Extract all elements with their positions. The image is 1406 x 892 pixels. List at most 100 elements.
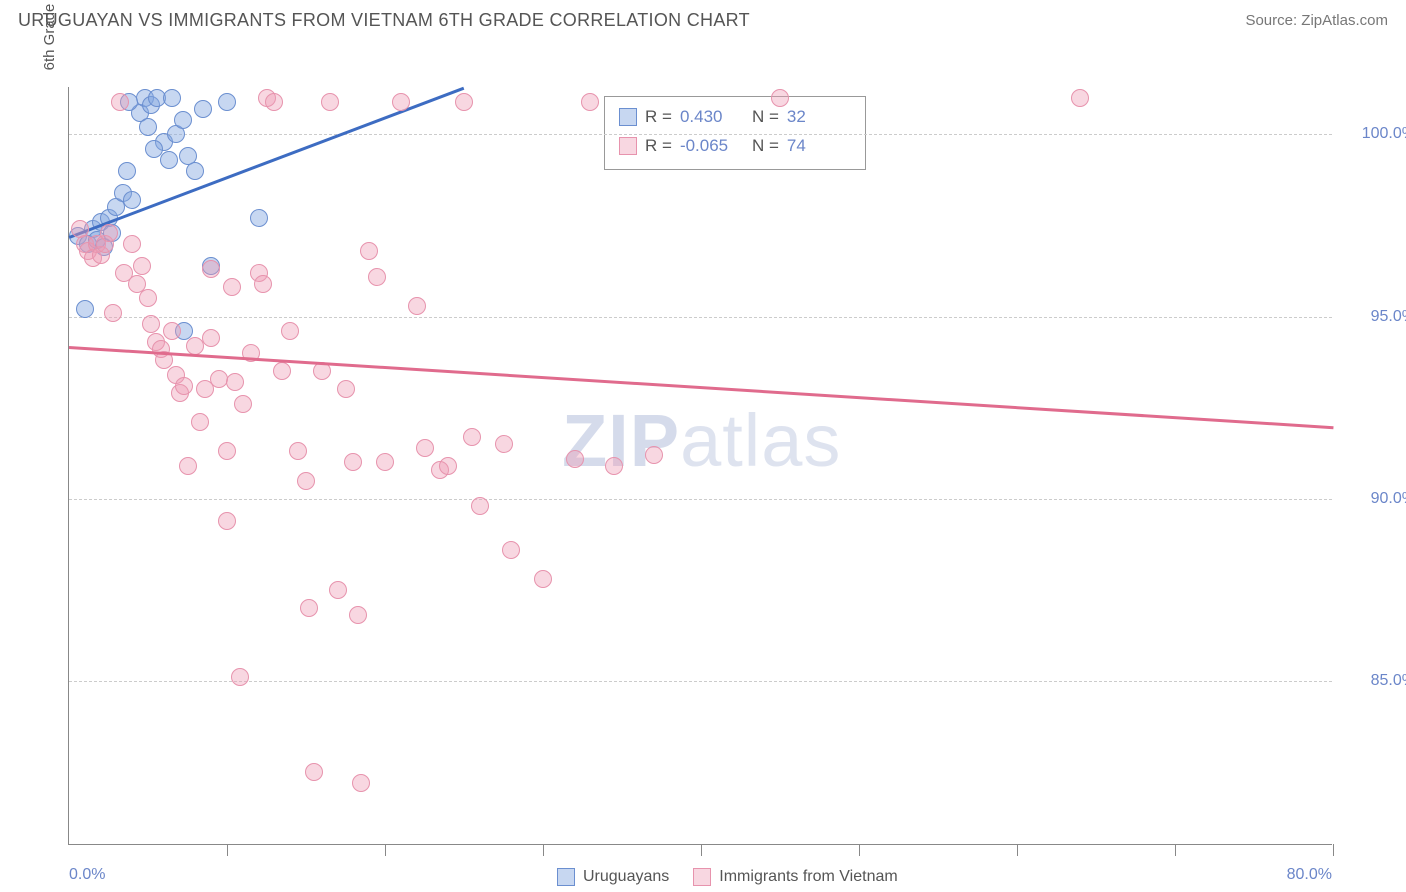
correlation-stats-box: R = 0.430 N = 32 R = -0.065 N = 74 bbox=[604, 96, 866, 170]
data-point-vietnam bbox=[142, 315, 160, 333]
data-point-vietnam bbox=[139, 289, 157, 307]
data-point-vietnam bbox=[202, 260, 220, 278]
data-point-vietnam bbox=[202, 329, 220, 347]
data-point-vietnam bbox=[305, 763, 323, 781]
watermark-light: atlas bbox=[680, 399, 841, 482]
data-point-vietnam bbox=[605, 457, 623, 475]
data-point-uruguayans bbox=[174, 111, 192, 129]
data-point-vietnam bbox=[439, 457, 457, 475]
x-tick bbox=[385, 844, 386, 856]
data-point-vietnam bbox=[175, 377, 193, 395]
data-point-vietnam bbox=[1071, 89, 1089, 107]
stat-r-label: R = bbox=[645, 103, 672, 132]
stat-row-vietnam: R = -0.065 N = 74 bbox=[619, 132, 851, 161]
data-point-uruguayans bbox=[163, 89, 181, 107]
data-point-uruguayans bbox=[250, 209, 268, 227]
data-point-vietnam bbox=[360, 242, 378, 260]
x-tick bbox=[1017, 844, 1018, 856]
data-point-vietnam bbox=[344, 453, 362, 471]
y-tick-label: 95.0% bbox=[1371, 308, 1406, 326]
data-point-vietnam bbox=[645, 446, 663, 464]
gridline bbox=[69, 499, 1332, 500]
data-point-vietnam bbox=[368, 268, 386, 286]
data-point-vietnam bbox=[179, 457, 197, 475]
data-point-vietnam bbox=[376, 453, 394, 471]
data-point-vietnam bbox=[281, 322, 299, 340]
data-point-uruguayans bbox=[186, 162, 204, 180]
source-label: Source: ZipAtlas.com bbox=[1245, 12, 1388, 29]
x-tick bbox=[859, 844, 860, 856]
data-point-vietnam bbox=[191, 413, 209, 431]
data-point-uruguayans bbox=[123, 191, 141, 209]
data-point-uruguayans bbox=[218, 93, 236, 111]
data-point-vietnam bbox=[218, 442, 236, 460]
data-point-vietnam bbox=[123, 235, 141, 253]
y-tick-label: 90.0% bbox=[1371, 490, 1406, 508]
data-point-vietnam bbox=[133, 257, 151, 275]
data-point-vietnam bbox=[297, 472, 315, 490]
data-point-vietnam bbox=[581, 93, 599, 111]
data-point-vietnam bbox=[566, 450, 584, 468]
gridline bbox=[69, 134, 1332, 135]
stat-r-value: 0.430 bbox=[680, 103, 744, 132]
data-point-uruguayans bbox=[160, 151, 178, 169]
legend-swatch-vietnam bbox=[619, 137, 637, 155]
data-point-vietnam bbox=[226, 373, 244, 391]
data-point-uruguayans bbox=[194, 100, 212, 118]
y-tick-label: 85.0% bbox=[1371, 672, 1406, 690]
data-point-vietnam bbox=[455, 93, 473, 111]
stat-r-value: -0.065 bbox=[680, 132, 744, 161]
data-point-vietnam bbox=[471, 497, 489, 515]
y-tick-label: 100.0% bbox=[1362, 125, 1406, 143]
data-point-vietnam bbox=[111, 93, 129, 111]
data-point-vietnam bbox=[234, 395, 252, 413]
data-point-uruguayans bbox=[139, 118, 157, 136]
data-point-vietnam bbox=[495, 435, 513, 453]
data-point-vietnam bbox=[771, 89, 789, 107]
gridline bbox=[69, 681, 1332, 682]
data-point-uruguayans bbox=[76, 300, 94, 318]
data-point-vietnam bbox=[337, 380, 355, 398]
data-point-vietnam bbox=[254, 275, 272, 293]
data-point-vietnam bbox=[273, 362, 291, 380]
data-point-vietnam bbox=[329, 581, 347, 599]
stat-row-uruguayans: R = 0.430 N = 32 bbox=[619, 103, 851, 132]
watermark: ZIPatlas bbox=[562, 398, 841, 483]
data-point-uruguayans bbox=[118, 162, 136, 180]
x-axis-labels: 0.0% 80.0% bbox=[69, 866, 1332, 884]
x-tick bbox=[701, 844, 702, 856]
data-point-vietnam bbox=[218, 512, 236, 530]
data-point-vietnam bbox=[349, 606, 367, 624]
x-max-label: 80.0% bbox=[1287, 866, 1332, 884]
data-point-vietnam bbox=[300, 599, 318, 617]
stat-n-label: N = bbox=[752, 132, 779, 161]
data-point-vietnam bbox=[100, 224, 118, 242]
data-point-vietnam bbox=[416, 439, 434, 457]
x-tick bbox=[1175, 844, 1176, 856]
x-tick bbox=[1333, 844, 1334, 856]
stat-n-label: N = bbox=[752, 103, 779, 132]
legend-swatch-uruguayans bbox=[619, 108, 637, 126]
x-tick bbox=[227, 844, 228, 856]
data-point-vietnam bbox=[163, 322, 181, 340]
data-point-vietnam bbox=[265, 93, 283, 111]
x-min-label: 0.0% bbox=[69, 866, 105, 884]
data-point-vietnam bbox=[321, 93, 339, 111]
chart-title: URUGUAYAN VS IMMIGRANTS FROM VIETNAM 6TH… bbox=[18, 10, 750, 31]
trend-line-vietnam bbox=[69, 346, 1333, 429]
data-point-vietnam bbox=[392, 93, 410, 111]
data-point-vietnam bbox=[231, 668, 249, 686]
plot-region: ZIPatlas R =0.430N =32R =-0.065N =74 Uru… bbox=[68, 87, 1332, 845]
data-point-vietnam bbox=[534, 570, 552, 588]
data-point-vietnam bbox=[463, 428, 481, 446]
data-point-vietnam bbox=[502, 541, 520, 559]
x-tick bbox=[543, 844, 544, 856]
data-point-vietnam bbox=[408, 297, 426, 315]
data-point-vietnam bbox=[223, 278, 241, 296]
stat-n-value: 32 bbox=[787, 103, 851, 132]
data-point-vietnam bbox=[104, 304, 122, 322]
data-point-vietnam bbox=[289, 442, 307, 460]
stat-r-label: R = bbox=[645, 132, 672, 161]
data-point-vietnam bbox=[352, 774, 370, 792]
stat-n-value: 74 bbox=[787, 132, 851, 161]
